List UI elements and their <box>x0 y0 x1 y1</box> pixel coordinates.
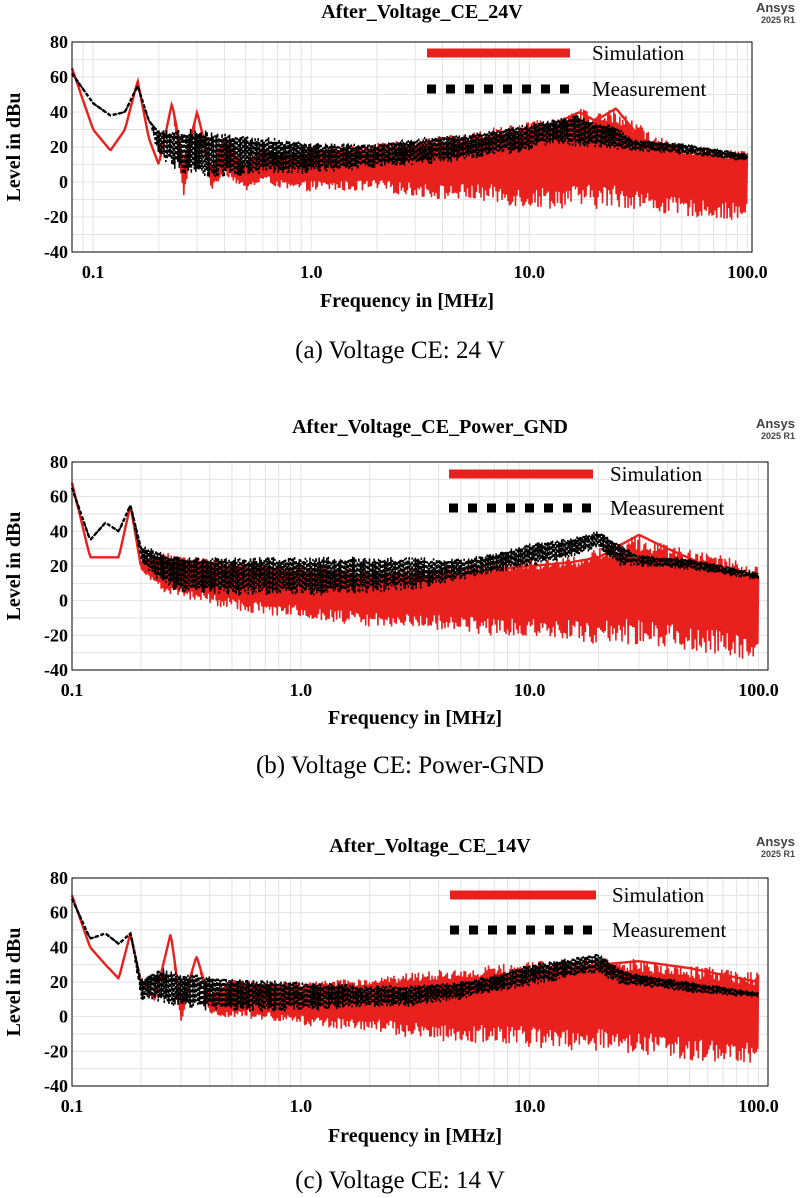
plot-frame <box>71 41 753 253</box>
brand-label: Ansys <box>756 834 795 849</box>
series-trend-line <box>70 487 759 578</box>
x-axis-label: Frequency in [MHz] <box>328 707 502 729</box>
series-line <box>71 73 749 178</box>
y-tick-label: -40 <box>44 242 68 262</box>
chart-title: After_Voltage_CE_24V <box>321 1 523 23</box>
y-tick-label: 20 <box>50 556 68 576</box>
chart-panel-c: After_Voltage_CE_14V Ansys 2025 R1 80 60 40 20… <box>0 799 800 1198</box>
series-measurement <box>70 487 760 597</box>
y-tick-label: 20 <box>50 137 68 157</box>
y-tick-label: 40 <box>50 521 68 541</box>
x-tick-label: 0.1 <box>61 1096 84 1116</box>
legend-label-simulation: Simulation <box>610 462 703 486</box>
y-axis-label: Level in dBu <box>3 93 25 202</box>
x-tick-label: 100.0 <box>727 262 768 282</box>
brand-version: 2025 R1 <box>761 849 795 859</box>
figure-caption-a: (a) Voltage CE: 24 V <box>295 337 505 364</box>
chart-title: After_Voltage_CE_Power_GND <box>292 416 568 438</box>
brand-version: 2025 R1 <box>761 431 795 441</box>
y-tick-label: -40 <box>44 1076 68 1096</box>
series-measurement <box>70 898 760 1013</box>
x-axis-label: Frequency in [MHz] <box>328 1125 502 1147</box>
plot-frame <box>71 461 769 671</box>
y-tick-label: -40 <box>44 660 68 680</box>
legend-label-simulation: Simulation <box>612 883 705 907</box>
y-tick-label: 20 <box>50 972 68 992</box>
x-axis-label: Frequency in [MHz] <box>320 290 494 312</box>
chart-panel-a: After_Voltage_CE_24V Ansys 2025 R1 80 60 40 20… <box>0 0 800 399</box>
brand-label: Ansys <box>756 416 795 431</box>
x-tick-label: 1.0 <box>290 1096 313 1116</box>
y-tick-label: 0 <box>59 172 68 192</box>
figure-caption-c: (c) Voltage CE: 14 V <box>295 1167 505 1194</box>
legend-label-simulation: Simulation <box>592 41 685 65</box>
chart-legend: Simulation Measurement <box>449 462 724 520</box>
legend-label-measurement: Measurement <box>592 77 706 101</box>
x-tick-label: 10.0 <box>514 680 546 700</box>
chart-title: After_Voltage_CE_14V <box>329 835 531 857</box>
x-tick-label: 1.0 <box>300 262 323 282</box>
chart-panel-b: After_Voltage_CE_Power_GND Ansys 2025 R1 80… <box>0 400 800 799</box>
legend-label-measurement: Measurement <box>612 918 726 942</box>
y-tick-label: 80 <box>50 32 68 52</box>
y-tick-label: 40 <box>50 937 68 957</box>
chart-legend: Simulation Measurement <box>427 41 706 101</box>
legend-label-measurement: Measurement <box>610 496 724 520</box>
y-tick-label: 40 <box>50 102 68 122</box>
y-tick-label: 60 <box>50 903 68 923</box>
y-tick-label: -20 <box>44 207 68 227</box>
y-tick-label: 80 <box>50 452 68 472</box>
y-axis-label: Level in dBu <box>3 512 25 621</box>
y-tick-label: 0 <box>59 1007 68 1027</box>
plot-frame <box>71 877 769 1087</box>
series-trend-line <box>70 898 759 998</box>
y-tick-label: -20 <box>44 1041 68 1061</box>
series-measurement <box>71 72 749 178</box>
y-tick-label: -20 <box>44 625 68 645</box>
brand-label: Ansys <box>756 0 795 15</box>
figure-caption-b: (b) Voltage CE: Power-GND <box>256 752 544 779</box>
x-tick-label: 100.0 <box>738 1096 779 1116</box>
series-line <box>71 898 760 1013</box>
y-tick-label: 60 <box>50 487 68 507</box>
brand-version: 2025 R1 <box>761 15 795 25</box>
x-tick-label: 100.0 <box>738 680 779 700</box>
x-tick-label: 10.0 <box>514 1096 546 1116</box>
y-tick-label: 0 <box>59 591 68 611</box>
series-line <box>71 487 760 597</box>
x-tick-label: 10.0 <box>514 262 546 282</box>
y-tick-label: 60 <box>50 67 68 87</box>
x-tick-label: 1.0 <box>290 680 313 700</box>
chart-legend: Simulation Measurement <box>450 883 726 942</box>
x-tick-label: 0.1 <box>61 680 84 700</box>
y-tick-label: 80 <box>50 868 68 888</box>
y-axis-label: Level in dBu <box>3 928 25 1037</box>
x-tick-label: 0.1 <box>82 262 105 282</box>
